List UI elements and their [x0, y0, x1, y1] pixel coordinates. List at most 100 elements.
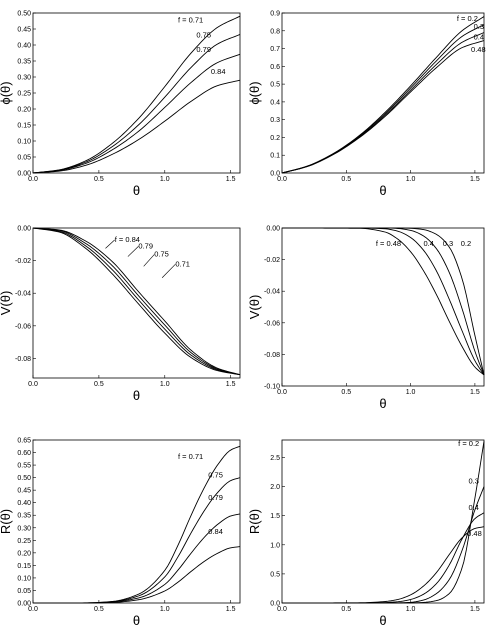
series-line-4	[32, 227, 241, 376]
y-tick-label: 0.45	[17, 488, 31, 495]
label-leader-line	[161, 264, 176, 278]
y-tick-label: 0.35	[17, 59, 31, 66]
y-tick-label: 0.0	[270, 601, 280, 608]
x-tick-label: 1.0	[406, 389, 416, 396]
y-tick-label: 0.55	[17, 463, 31, 470]
plot-frame	[32, 439, 241, 604]
x-tick-label: 0.5	[94, 176, 104, 183]
series-line-1	[282, 441, 485, 604]
y-tick-label: 0.3	[270, 117, 280, 124]
y-tick-label: -0.06	[264, 320, 280, 327]
chart-panel-1: 0.0 0.5 1.0 1.5 0.00 0.05 0.10 0.15 0.20 0.25 0.30…	[0, 11, 241, 198]
x-tick-label: 1.5	[470, 176, 480, 183]
curve-label: 0.84	[208, 527, 223, 536]
x-axis-label: θ	[379, 183, 386, 198]
series-line-2	[32, 227, 241, 376]
series-line-3	[282, 227, 485, 376]
x-tick-label: 0.5	[341, 606, 351, 613]
x-tick-label: 0.5	[341, 389, 351, 396]
chart-panel-2: 0.0 0.5 1.0 1.5 0.0 0.1 0.2 0.3 0.4 0.5 0.6 0.7 0.8 0…	[247, 11, 486, 199]
x-tick-label: 0.5	[94, 606, 104, 613]
series-line-4	[33, 546, 241, 604]
x-tick-label: 0.5	[94, 381, 104, 388]
series-line-4	[282, 227, 485, 376]
y-axis-label: R(θ)	[247, 509, 262, 534]
curve-label: 0.3	[443, 239, 453, 248]
series-line-3	[282, 512, 485, 604]
label-leader-line	[127, 246, 139, 257]
y-tick-label: 0.00	[17, 601, 31, 608]
series-line-2	[282, 486, 485, 604]
y-tick-label: 0.30	[17, 75, 31, 82]
x-tick-label: 0.0	[277, 176, 287, 183]
x-tick-label: 1.5	[470, 606, 480, 613]
x-axis-label: θ	[133, 388, 140, 403]
curve-label: 0.3	[468, 477, 478, 486]
curve-label: 0.79	[138, 241, 153, 250]
y-tick-label: 2.0	[270, 484, 280, 491]
curve-label: 0.48	[471, 45, 486, 54]
plot-frame	[281, 227, 485, 387]
y-tick-label: 0.05	[17, 588, 31, 595]
chart-panel-3: 0.0 0.5 1.0 1.5 0.00 -0.02 -0.04 -0.06 -0.08 θ V(θ…	[0, 226, 241, 403]
y-axis-label: ϕ(θ)	[247, 81, 262, 104]
y-tick-label: -0.08	[264, 352, 280, 359]
series-line-3	[32, 227, 241, 376]
x-tick-label: 1.0	[160, 176, 170, 183]
x-tick-label: 1.0	[160, 606, 170, 613]
x-tick-label: 1.5	[226, 606, 236, 613]
y-axis-label: V(θ)	[0, 291, 13, 316]
curve-label: f = 0.84	[115, 235, 140, 244]
chart-panel-6: 0.0 0.5 1.0 1.5 0.0 0.5 1.0 1.5 2.0 2.5 θ R(θ) f = 0…	[247, 439, 485, 628]
curve-label: 0.4	[468, 503, 478, 512]
x-axis-label: θ	[379, 613, 386, 628]
y-tick-label: 0.00	[266, 226, 280, 233]
y-tick-label: 0.20	[17, 550, 31, 557]
x-tick-label: 1.0	[406, 176, 416, 183]
y-axis-label: ϕ(θ)	[0, 81, 13, 104]
x-tick-label: 0.0	[28, 176, 38, 183]
y-tick-label: 0.50	[17, 475, 31, 482]
curve-label: f = 0.48	[376, 239, 401, 248]
curve-label: f = 0.2	[457, 14, 478, 23]
y-tick-label: 0.35	[17, 513, 31, 520]
curve-label: 0.79	[196, 45, 211, 54]
y-tick-label: 0.25	[17, 538, 31, 545]
y-tick-label: 0.60	[17, 450, 31, 457]
y-tick-label: 1.5	[270, 513, 280, 520]
series-line-4	[32, 79, 241, 174]
y-tick-label: 0.9	[270, 11, 280, 18]
series-line-3	[32, 53, 241, 174]
y-tick-label: 0.5	[270, 82, 280, 89]
curve-label: 0.84	[211, 67, 226, 76]
y-tick-label: 0.7	[270, 46, 280, 53]
y-tick-label: 2.5	[270, 455, 280, 462]
y-tick-label: -0.08	[15, 356, 31, 363]
y-tick-label: 0.40	[17, 43, 31, 50]
curve-label: 0.2	[461, 239, 471, 248]
x-tick-label: 1.0	[406, 606, 416, 613]
y-tick-label: 1.0	[270, 542, 280, 549]
x-axis-label: θ	[133, 613, 140, 628]
series-line-4	[281, 526, 485, 604]
y-tick-label: -0.02	[15, 258, 31, 265]
curve-label: 0.4	[423, 239, 433, 248]
x-tick-label: 0.0	[277, 606, 287, 613]
x-tick-label: 1.5	[226, 176, 236, 183]
y-tick-label: 0.15	[17, 563, 31, 570]
y-tick-label: -0.10	[264, 384, 280, 391]
x-tick-label: 0.0	[28, 606, 38, 613]
y-tick-label: 0.50	[17, 11, 31, 18]
y-tick-label: 0.25	[17, 91, 31, 98]
series-line-2	[32, 34, 241, 174]
curve-label: f = 0.71	[178, 16, 203, 25]
series-line-1	[281, 227, 485, 376]
y-tick-label: 0.00	[17, 171, 31, 178]
y-tick-label: 0.1	[270, 153, 280, 160]
y-tick-label: 0.45	[17, 27, 31, 34]
y-axis-label: R(θ)	[0, 509, 13, 534]
y-tick-label: 0.4	[270, 99, 280, 106]
curve-label: f = 0.71	[178, 452, 203, 461]
y-tick-label: -0.02	[264, 257, 280, 264]
